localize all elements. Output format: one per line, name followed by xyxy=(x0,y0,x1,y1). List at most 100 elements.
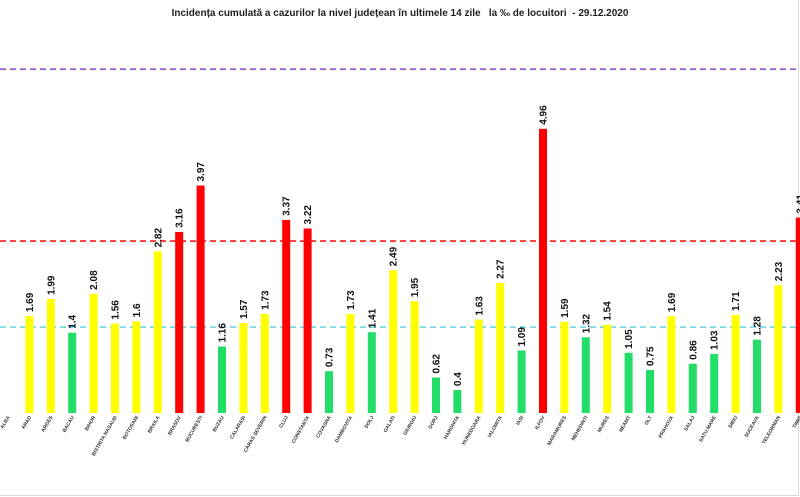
category-label: SALAJ xyxy=(683,415,697,432)
bar xyxy=(710,353,719,413)
bar xyxy=(753,339,761,413)
value-label: 0.73 xyxy=(325,347,336,367)
category-label: IASI xyxy=(515,414,525,426)
bar xyxy=(731,315,740,413)
bar xyxy=(282,219,291,413)
bar xyxy=(89,293,98,413)
bar xyxy=(560,321,569,413)
category-label: TIMIS xyxy=(792,414,800,429)
category-label: BUCURESTI xyxy=(185,414,205,443)
category-label: IALOMITA xyxy=(487,415,504,439)
category-label: MURES xyxy=(597,414,612,433)
bar xyxy=(367,332,376,413)
value-label: 1.41 xyxy=(367,308,378,328)
chart-title: Incidența cumulată a cazurilor la nivel … xyxy=(171,8,629,19)
value-label: 1.16 xyxy=(218,323,229,343)
value-label: 2.23 xyxy=(774,261,785,281)
value-label: 1.05 xyxy=(624,329,635,349)
bar xyxy=(111,323,119,413)
category-label: BIHOR xyxy=(84,415,97,432)
value-label: 3.97 xyxy=(196,162,207,182)
bar xyxy=(25,316,34,413)
category-label: CALARASI xyxy=(229,414,247,440)
bar xyxy=(603,324,612,413)
value-label: 1.95 xyxy=(410,277,421,297)
value-label: 1.56 xyxy=(111,300,122,320)
value-label: 1.4 xyxy=(68,314,79,328)
value-label: 1.73 xyxy=(260,290,271,310)
value-label: 1.28 xyxy=(753,316,764,336)
category-label: MARAMURES xyxy=(546,414,568,446)
category-label: BOTOSANI xyxy=(122,414,141,440)
value-label: 1.54 xyxy=(603,301,614,321)
category-label: ILFOV xyxy=(534,414,547,430)
value-label: 2.27 xyxy=(496,259,507,279)
value-label: 3.41 xyxy=(795,194,800,214)
bar xyxy=(346,313,355,413)
bar xyxy=(46,298,55,413)
bar xyxy=(774,285,783,413)
category-label: GALATI xyxy=(383,414,398,433)
value-label: 1.03 xyxy=(710,330,721,350)
category-label: BACAU xyxy=(62,415,76,434)
category-label: PRAHOVA xyxy=(658,415,676,440)
bar xyxy=(260,313,269,413)
value-label: 1.73 xyxy=(346,290,357,310)
value-label: 4.96 xyxy=(539,105,550,125)
category-label: GORJ xyxy=(427,415,439,430)
bar xyxy=(453,390,462,413)
value-label: 1.71 xyxy=(731,291,742,311)
bar xyxy=(303,228,312,413)
category-label: HUNEDOARA xyxy=(461,415,483,446)
category-label: COVASNA xyxy=(315,415,333,440)
category-label: CONSTANTA xyxy=(291,415,312,445)
category-label: GIURGIU xyxy=(402,415,418,437)
bars xyxy=(25,128,800,414)
category-label: SIBIU xyxy=(727,415,739,430)
category-label: ALBA xyxy=(0,415,12,430)
value-label: 1.09 xyxy=(517,327,528,347)
value-label: 3.16 xyxy=(175,208,186,228)
bar xyxy=(239,323,248,413)
value-label: 1.32 xyxy=(581,313,592,333)
bar xyxy=(132,321,141,413)
bar xyxy=(624,352,633,413)
value-label: 2.49 xyxy=(389,246,400,266)
category-label: ARAD xyxy=(21,415,34,431)
bar xyxy=(581,337,590,413)
category-label: SUCEAVA xyxy=(744,415,761,439)
value-label: 1.6 xyxy=(132,303,143,317)
value-label: 2.08 xyxy=(89,270,100,290)
category-label: OLT xyxy=(644,415,654,426)
category-label: CARAS SEVERIN xyxy=(243,415,269,454)
category-label: BUZAU xyxy=(212,415,226,433)
category-label: TELEORMAN xyxy=(761,415,782,446)
threshold-lines xyxy=(0,68,800,328)
category-label: BRAILA xyxy=(147,415,162,435)
value-label: 0.62 xyxy=(432,354,443,374)
value-label: 2.82 xyxy=(153,228,164,248)
bar xyxy=(517,350,526,413)
category-label: SATU MARE xyxy=(698,414,718,443)
value-label: 1.69 xyxy=(667,292,678,312)
bar xyxy=(667,316,676,413)
bar xyxy=(539,128,547,414)
category-label: DOLJ xyxy=(364,415,376,430)
bar xyxy=(474,319,483,413)
value-label: 3.37 xyxy=(282,196,293,216)
value-label: 3.22 xyxy=(303,205,314,225)
value-label: 1.59 xyxy=(560,298,571,318)
category-label: CLUJ xyxy=(278,415,290,429)
bar xyxy=(175,231,184,413)
bar xyxy=(432,377,440,413)
bar xyxy=(646,370,654,413)
category-label: NEAMT xyxy=(618,415,632,433)
bar xyxy=(688,363,697,413)
value-label: 0.75 xyxy=(646,346,657,366)
category-label: BRASOV xyxy=(167,414,183,436)
value-label: 1.69 xyxy=(25,292,36,312)
bar xyxy=(196,185,205,413)
bar xyxy=(68,332,77,413)
